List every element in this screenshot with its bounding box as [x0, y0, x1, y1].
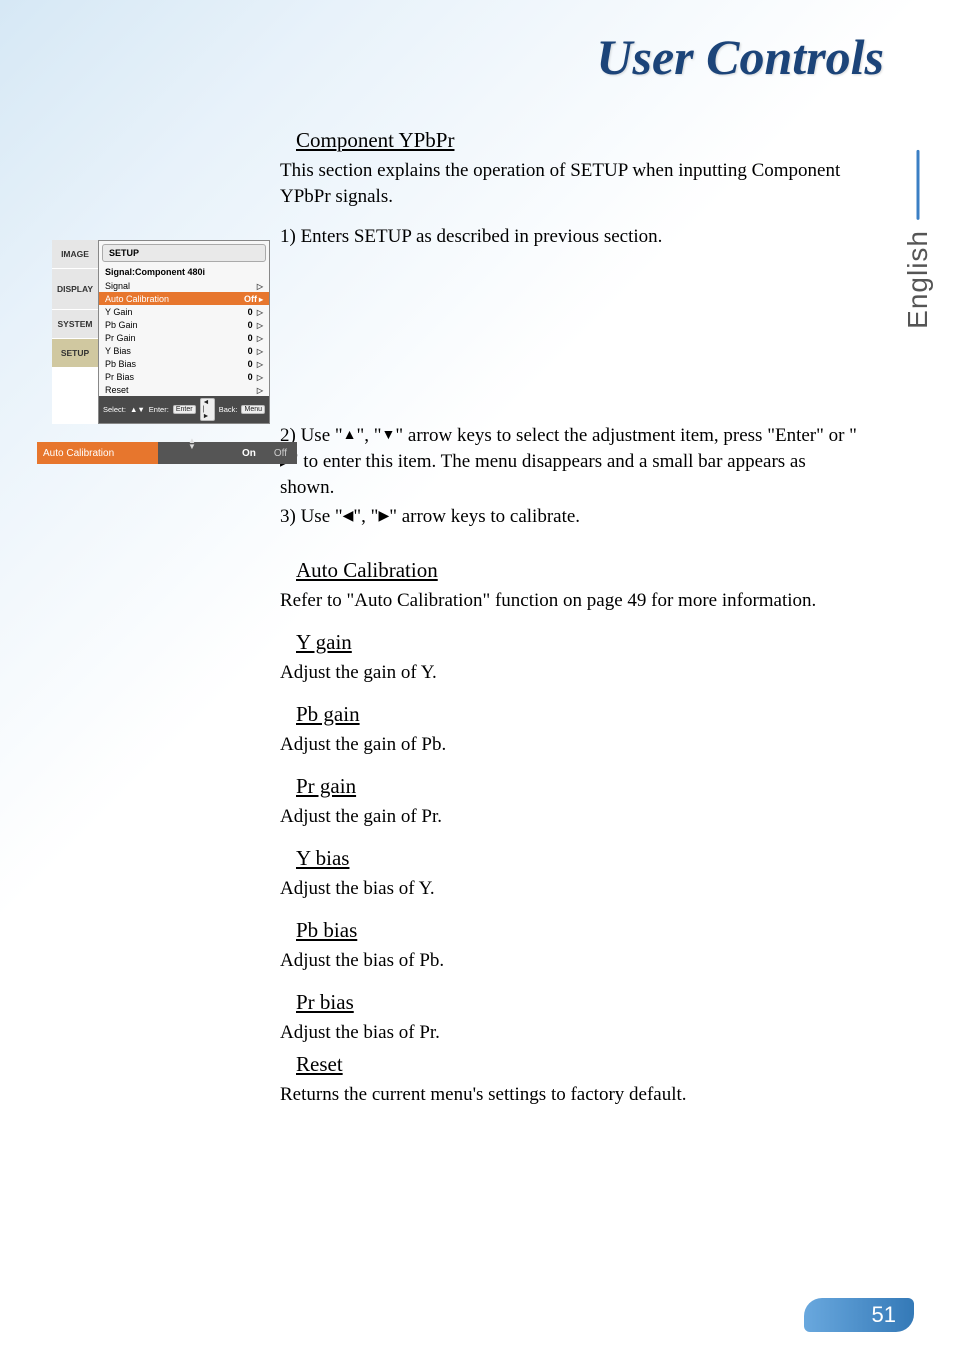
heading-reset: Reset [280, 1050, 864, 1078]
osd-setup-thumbnail: IMAGE DISPLAY SYSTEM SETUP SETUP Signal:… [52, 240, 270, 424]
paragraph: Returns the current menu's settings to f… [280, 1082, 864, 1108]
osd-title: SETUP [102, 244, 266, 262]
step-1: 1) Enters SETUP as described in previous… [280, 224, 864, 250]
paragraph: Refer to "Auto Calibration" function on … [280, 588, 864, 614]
osd-row: Y Bias0 ▷ [99, 344, 269, 357]
heading-component-ypbpr: Component YPbPr [280, 126, 864, 154]
heading-pr-gain: Pr gain [280, 772, 864, 800]
osd-row-highlight: Auto Calibration Off▸ [99, 292, 269, 305]
osd-tab-display: DISPLAY [52, 269, 98, 310]
language-side-label: English [902, 230, 934, 329]
heading-y-gain: Y gain [280, 628, 864, 656]
paragraph: Adjust the bias of Pr. [280, 1020, 864, 1046]
heading-pb-gain: Pb gain [280, 700, 864, 728]
paragraph: Adjust the gain of Y. [280, 660, 864, 686]
osd-tab-system: SYSTEM [52, 310, 98, 339]
step-3: 3) Use "◀", "▶" arrow keys to calibrate. [280, 504, 864, 530]
paragraph: This section explains the operation of S… [280, 158, 864, 209]
osd-tab-setup: SETUP [52, 339, 98, 368]
heading-pr-bias: Pr bias [280, 988, 864, 1016]
heading-y-bias: Y bias [280, 844, 864, 872]
osd-row-label: Signal [105, 281, 130, 291]
page-body: Component YPbPr This section explains th… [280, 126, 864, 1108]
page-number: 51 [804, 1298, 914, 1332]
paragraph: Adjust the gain of Pr. [280, 804, 864, 830]
heading-pb-bias: Pb bias [280, 916, 864, 944]
osd-row: Pr Gain0 ▷ [99, 331, 269, 344]
step-2: 2) Use "▲", "▼" arrow keys to select the… [280, 423, 864, 500]
osd-row: Pr Bias0 ▷ [99, 370, 269, 383]
osd-tab-image: IMAGE [52, 240, 98, 269]
osd-row: Signal ▷ [99, 279, 269, 292]
osd-row: Pb Gain0 ▷ [99, 318, 269, 331]
paragraph: Adjust the bias of Pb. [280, 948, 864, 974]
auto-calibration-slider: Auto Calibration ▲▼ OnOff [37, 442, 297, 464]
osd-row: Pb Bias0 ▷ [99, 357, 269, 370]
mini-bar-label: Auto Calibration [43, 448, 114, 459]
osd-signal-subtitle: Signal:Component 480i [99, 265, 269, 279]
chapter-title: User Controls [0, 0, 954, 86]
osd-row-label: Auto Calibration [105, 294, 169, 304]
osd-row: Y Gain0 ▷ [99, 305, 269, 318]
osd-row: Reset▷ [99, 383, 269, 396]
paragraph: Adjust the gain of Pb. [280, 732, 864, 758]
osd-footer: Select:▲▼ Enter:Enter◄ | ► Back:Menu [99, 396, 269, 423]
heading-auto-calibration: Auto Calibration [280, 556, 864, 584]
osd-row-value: Off [244, 294, 257, 304]
paragraph: Adjust the bias of Y. [280, 876, 864, 902]
